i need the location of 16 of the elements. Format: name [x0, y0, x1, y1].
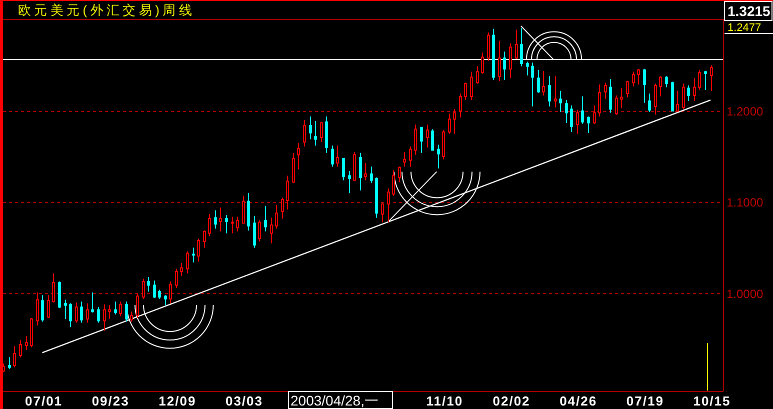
last-price: 1.2477 — [728, 22, 762, 34]
x-tick-label: 11/10 — [426, 394, 464, 408]
y-tick-label: 1.0000 — [726, 286, 764, 301]
y-tick-label: 1.2000 — [726, 104, 764, 118]
x-tick-label: 12/09 — [158, 394, 196, 408]
title: 欧元美元(外汇交易)周线 — [18, 2, 196, 18]
y-tick-label: 1.1000 — [726, 196, 764, 210]
x-tick-label: 07/01 — [25, 394, 63, 408]
x-tick-label: 09/23 — [92, 394, 130, 408]
x-tick-label: 07/19 — [626, 394, 664, 408]
x-tick-label: 04/26 — [560, 394, 598, 408]
x-tick-label: 10/15 — [693, 394, 731, 408]
x-tick-label: 02/02 — [492, 394, 530, 408]
axis-top-value: 1.3215 — [728, 3, 770, 19]
cursor-date: 2003/04/28,一 — [290, 392, 378, 408]
x-tick-label: 03/03 — [225, 394, 264, 408]
